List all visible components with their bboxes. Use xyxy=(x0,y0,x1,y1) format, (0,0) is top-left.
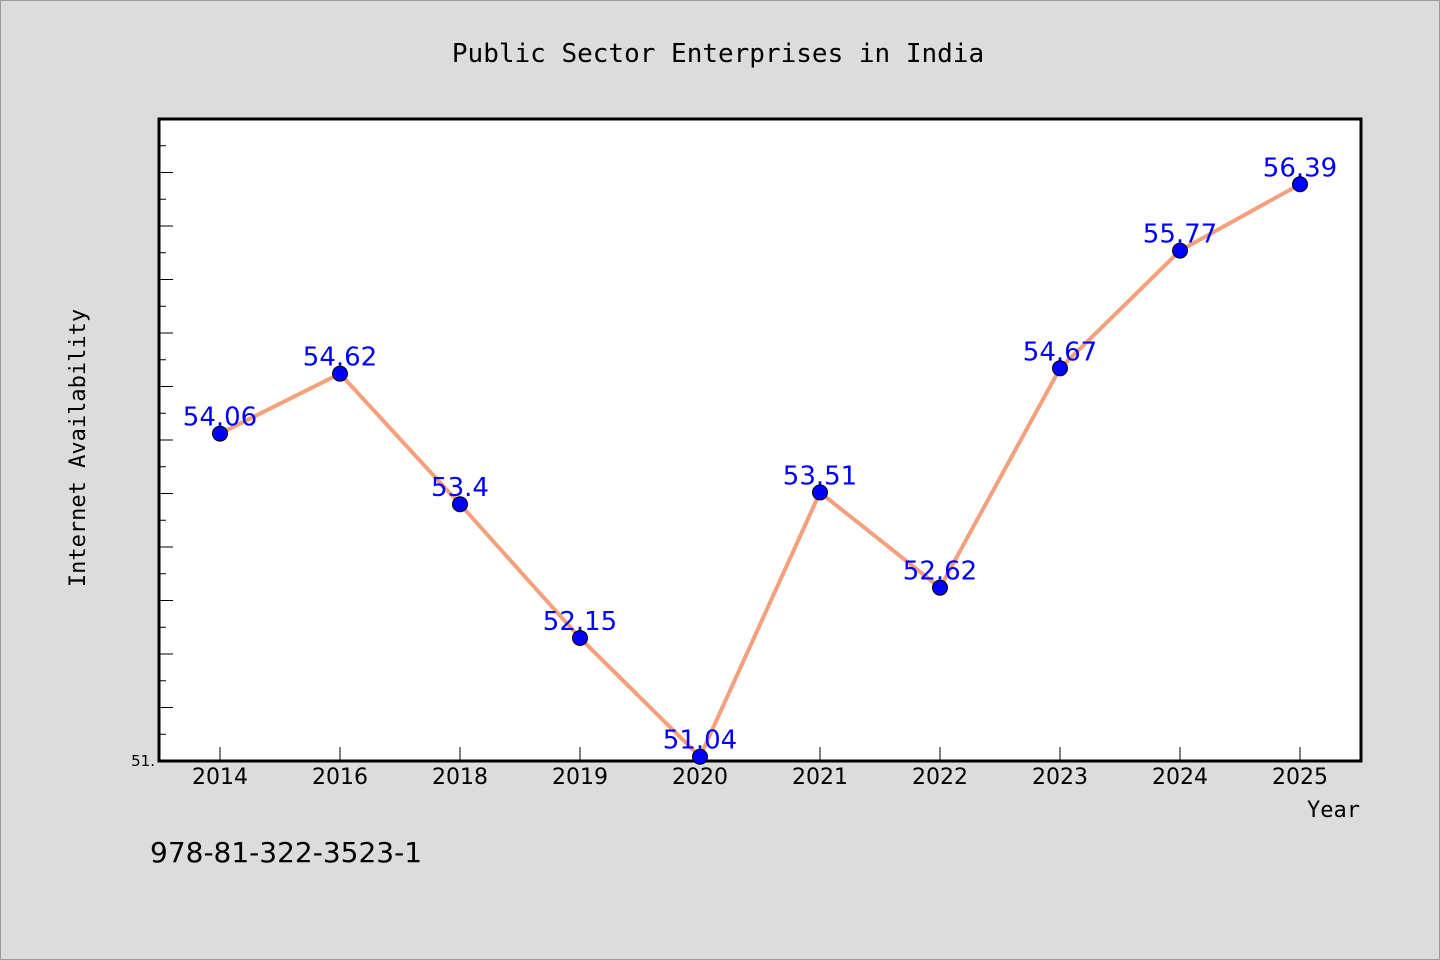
y-axis-ticks: 51. xyxy=(131,118,173,770)
data-label: 54.67 xyxy=(1023,337,1097,367)
x-tick-label: 2019 xyxy=(552,765,608,790)
data-points xyxy=(212,176,1308,765)
data-point xyxy=(1052,360,1068,377)
data-labels: 54.06 54.62 53.4 52.15 51.04 53.51 52.62 54.67 5… xyxy=(183,153,1337,755)
data-point xyxy=(332,365,348,382)
x-tick-label: 2022 xyxy=(912,765,968,790)
data-point xyxy=(692,748,708,765)
data-point xyxy=(812,484,828,501)
x-tick-label: 2014 xyxy=(192,765,248,790)
data-point xyxy=(1172,242,1188,259)
data-label: 54.62 xyxy=(303,343,377,373)
x-tick-label: 2024 xyxy=(1152,765,1208,790)
plot-area xyxy=(157,117,1363,763)
data-point xyxy=(212,425,228,442)
x-axis-ticks: 2014 2016 2018 2019 2020 2021 2022 2023 2024 2025 xyxy=(192,747,1328,790)
data-label: 53.4 xyxy=(431,473,489,503)
x-tick-label: 2018 xyxy=(432,765,488,790)
x-axis-label: Year xyxy=(1307,798,1360,823)
data-point xyxy=(932,579,948,596)
data-label: 52.62 xyxy=(903,557,977,587)
data-label: 52.15 xyxy=(543,607,617,637)
data-label: 54.06 xyxy=(183,403,257,433)
footer-isbn: 978-81-322-3523-1 xyxy=(150,836,422,869)
data-point xyxy=(572,629,588,646)
x-tick-label: 2021 xyxy=(792,765,848,790)
x-tick-label: 2020 xyxy=(672,765,728,790)
x-tick-label: 2025 xyxy=(1272,765,1328,790)
y-tick-label: 51. xyxy=(131,752,155,770)
x-tick-label: 2016 xyxy=(312,765,368,790)
y-axis-label: Internet Availability xyxy=(66,309,91,587)
data-label: 56.39 xyxy=(1263,153,1337,183)
series-line xyxy=(219,182,1301,759)
data-label: 51.04 xyxy=(663,726,737,756)
x-tick-label: 2023 xyxy=(1032,765,1088,790)
data-point xyxy=(452,496,468,513)
data-label: 53.51 xyxy=(783,461,857,491)
data-point xyxy=(1292,176,1308,193)
data-label: 55.77 xyxy=(1143,220,1217,250)
chart-title: Public Sector Enterprises in India xyxy=(452,39,984,69)
